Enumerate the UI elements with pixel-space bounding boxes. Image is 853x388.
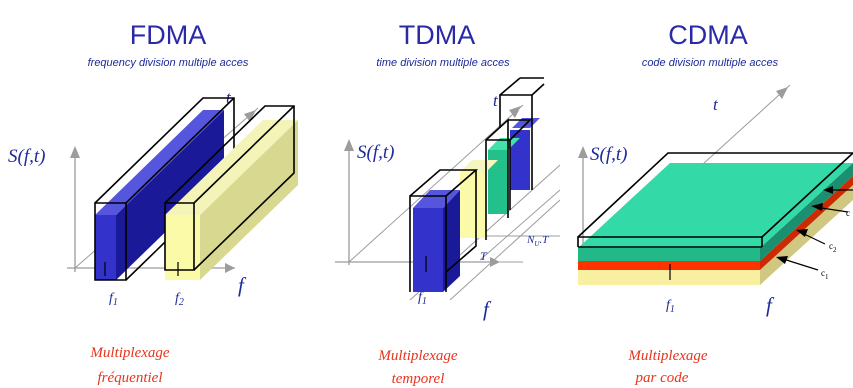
tdma-T-label: T [480, 249, 488, 263]
cdma-layer-red-front [578, 261, 760, 270]
tdma-slot-blue-front [413, 208, 443, 292]
cdma-panel: CDMA code division multiple acces S(f,t)… [577, 20, 853, 386]
cdma-layer-yellow-front [578, 270, 760, 285]
cdma-c2-label: c2 [829, 241, 837, 254]
tdma-t-axis-arrow [509, 106, 521, 118]
tdma-panel: TDMA time division multiple acces S(f,t)… [335, 20, 561, 387]
cdma-c3-label: c [846, 208, 850, 218]
tdma-slot-yellow [460, 172, 486, 238]
cdma-layer-green-front [578, 248, 760, 261]
cdma-subtitle: code division multiple acces [642, 57, 779, 69]
fdma-subtitle: frequency division multiple acces [88, 57, 249, 69]
fdma-s-axis-arrow [70, 146, 80, 158]
tdma-t-label: t [493, 91, 499, 110]
tdma-t-axis [348, 104, 524, 263]
cdma-t-axis-arrow [776, 87, 788, 99]
cdma-title: CDMA [668, 20, 748, 50]
tdma-subtitle: time division multiple acces [376, 57, 510, 69]
fdma-f2-label: f2 [175, 291, 184, 308]
fdma-blue-top [95, 110, 224, 215]
fdma-caption-line1: Multiplexage [89, 345, 169, 361]
fdma-title: FDMA [130, 20, 207, 50]
tdma-s-label: S(f,t) [357, 142, 394, 163]
cdma-caption-line2: par code [635, 370, 689, 386]
fdma-s-label: S(f,t) [8, 146, 45, 167]
fdma-blue-front [95, 215, 116, 280]
cdma-c1-label: c1 [821, 268, 829, 281]
fdma-caption-line2: fréquentiel [98, 370, 163, 386]
fdma-panel: FDMA frequency division multiple acces S… [8, 20, 298, 386]
cdma-layer-green-top [578, 163, 853, 248]
tdma-f1-label: f1 [418, 290, 427, 307]
tdma-NuT-label: NU.T [526, 234, 549, 248]
cdma-t-label: t [713, 95, 719, 114]
tdma-caption-line1: Multiplexage [377, 348, 457, 364]
cdma-f1-label: f1 [666, 298, 675, 315]
fdma-blue-side [116, 110, 224, 280]
fdma-f-label: f [238, 273, 247, 297]
fdma-yellow-front [165, 215, 200, 280]
cdma-caption-line1: Multiplexage [627, 348, 707, 364]
cdma-f-label: f [766, 293, 775, 317]
fdma-t-axis-arrow [244, 110, 256, 122]
tdma-slot-blue-back [510, 130, 530, 190]
cdma-s-axis-arrow [578, 146, 588, 158]
tdma-caption-line2: temporel [392, 371, 445, 387]
tdma-f-label: f [483, 297, 492, 321]
fdma-f-axis-arrow [225, 263, 235, 273]
tdma-s-axis-arrow [344, 139, 354, 151]
tdma-title: TDMA [399, 20, 476, 50]
fdma-f1-label: f1 [109, 291, 118, 308]
cdma-s-label: S(f,t) [590, 144, 627, 165]
tdma-slot-green [488, 150, 508, 214]
